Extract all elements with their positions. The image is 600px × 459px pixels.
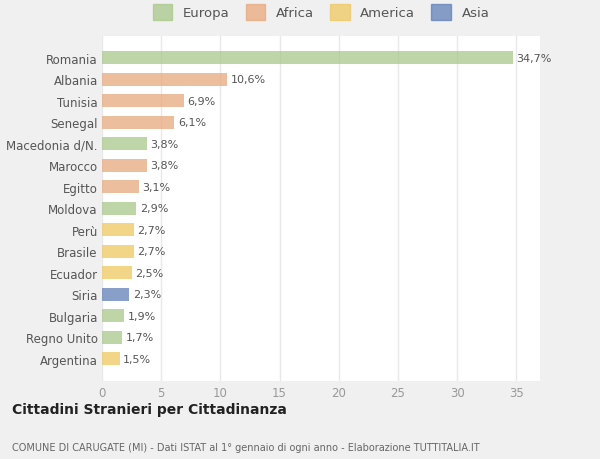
Text: 6,1%: 6,1% xyxy=(178,118,206,128)
Bar xyxy=(102,331,122,344)
Bar xyxy=(102,181,139,194)
Bar xyxy=(102,52,513,65)
Text: 2,7%: 2,7% xyxy=(137,225,166,235)
Text: 2,5%: 2,5% xyxy=(135,268,163,278)
Text: 3,1%: 3,1% xyxy=(142,182,170,192)
Text: 10,6%: 10,6% xyxy=(231,75,266,85)
Text: 6,9%: 6,9% xyxy=(187,97,215,106)
Text: 2,3%: 2,3% xyxy=(133,290,161,300)
Text: COMUNE DI CARUGATE (MI) - Dati ISTAT al 1° gennaio di ogni anno - Elaborazione T: COMUNE DI CARUGATE (MI) - Dati ISTAT al … xyxy=(12,442,479,452)
Bar xyxy=(102,138,147,151)
Text: 34,7%: 34,7% xyxy=(517,54,551,64)
Bar xyxy=(102,95,184,108)
Text: 1,9%: 1,9% xyxy=(128,311,156,321)
Text: 3,8%: 3,8% xyxy=(151,140,179,150)
Bar xyxy=(102,353,120,365)
Bar xyxy=(102,267,131,280)
Text: 1,7%: 1,7% xyxy=(125,332,154,342)
Text: 2,9%: 2,9% xyxy=(140,204,168,214)
Bar xyxy=(102,74,227,87)
Bar xyxy=(102,160,147,173)
Bar xyxy=(102,224,134,237)
Bar xyxy=(102,117,174,129)
Bar xyxy=(102,288,129,301)
Text: 3,8%: 3,8% xyxy=(151,161,179,171)
Bar xyxy=(102,245,134,258)
Bar xyxy=(102,309,124,323)
Bar xyxy=(102,202,136,215)
Text: Cittadini Stranieri per Cittadinanza: Cittadini Stranieri per Cittadinanza xyxy=(12,402,287,416)
Text: 1,5%: 1,5% xyxy=(124,354,151,364)
Text: 2,7%: 2,7% xyxy=(137,247,166,257)
Legend: Europa, Africa, America, Asia: Europa, Africa, America, Asia xyxy=(150,2,492,23)
